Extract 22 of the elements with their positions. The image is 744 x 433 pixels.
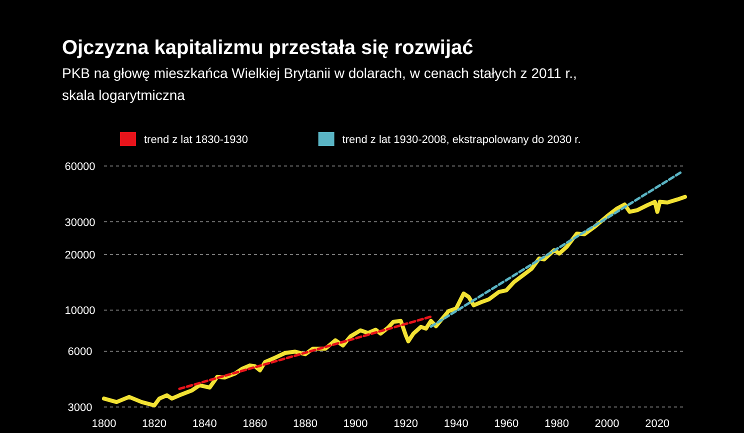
x-tick-label: 2000	[594, 418, 620, 430]
x-tick-label: 1940	[444, 418, 468, 430]
legend-label: trend z lat 1830-1930	[144, 134, 248, 146]
y-tick-label: 30000	[64, 216, 96, 229]
x-tick-label: 1800	[92, 418, 116, 430]
x-tick-label: 1820	[142, 418, 167, 430]
y-tick-label: 6000	[68, 346, 92, 358]
x-tick-label: 1860	[242, 418, 268, 430]
legend-label: trend z lat 1930-2008, ekstrapolowany do 2030 r.	[342, 134, 581, 146]
x-tick-label: 1900	[343, 418, 368, 430]
y-tick-label: 20000	[64, 249, 96, 262]
y-tick-label: 3000	[68, 402, 92, 414]
chart-title: Ojczyzna kapitalizmu przestała się rozwijać	[62, 37, 474, 59]
x-tick-label: 2020	[645, 418, 670, 430]
x-tick-label: 1840	[192, 418, 217, 430]
x-tick-label: 1980	[544, 418, 569, 430]
x-tick-label: 1960	[494, 418, 519, 430]
y-tick-label: 10000	[64, 305, 96, 318]
chart-subtitle: PKB na głowę mieszkańca Wielkiej Brytanii w dolarach, w cenach stałych z 2011 r., skala logarytmiczna	[62, 65, 577, 103]
x-tick-label: 1920	[394, 418, 418, 430]
x-tick-label: 1880	[292, 418, 318, 430]
y-tick-label: 60000	[64, 161, 96, 173]
